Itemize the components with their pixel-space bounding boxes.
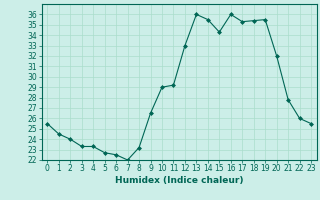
X-axis label: Humidex (Indice chaleur): Humidex (Indice chaleur) (115, 176, 244, 185)
